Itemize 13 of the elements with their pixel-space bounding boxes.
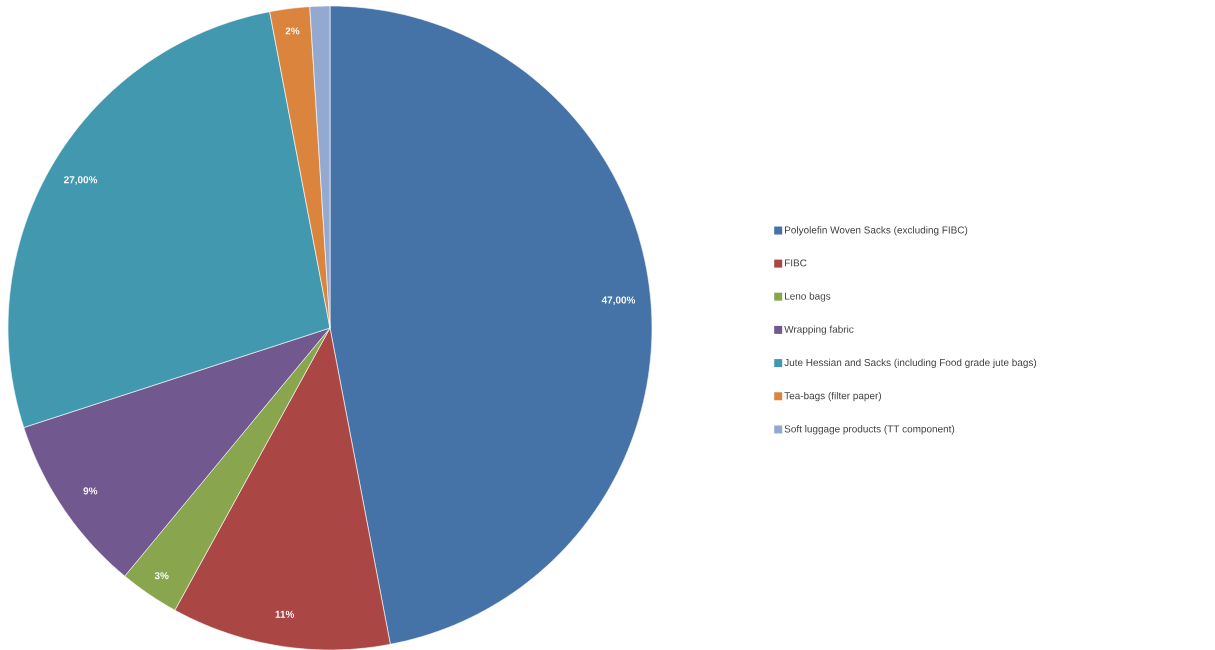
legend-label: Leno bags: [785, 292, 831, 302]
legend-label: Wrapping fabric: [784, 325, 854, 335]
legend-label: Soft luggage products (TT component): [784, 424, 955, 435]
data-label: 11%: [275, 610, 295, 618]
legend-label: Polyolefin Woven Sacks (excluding FIBC): [785, 226, 968, 236]
legend-label: Tea-bags (filter paper): [784, 391, 882, 402]
data-label: 47,00%: [601, 296, 636, 305]
legend-label: Jute Hessian and Sacks (including Food grade jute bags): [784, 358, 1037, 368]
data-label: 27,00%: [64, 176, 98, 185]
data-label: 9%: [83, 487, 98, 495]
legend-label: FIBC: [785, 259, 807, 267]
data-label: 2%: [285, 27, 300, 35]
data-label: 3%: [154, 572, 169, 580]
